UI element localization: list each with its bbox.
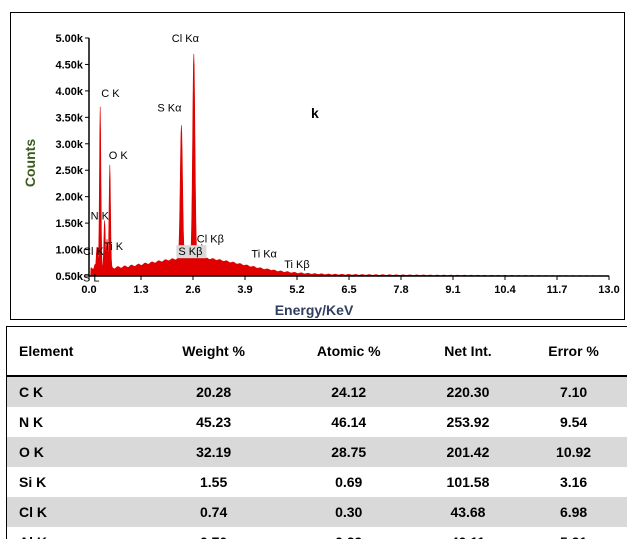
- table-header-row: Element Weight % Atomic % Net Int. Error…: [7, 327, 627, 377]
- cell-atomic: 0.69: [335, 474, 363, 490]
- table-row: Al K 0.70 0.29 40.11 5.21: [7, 527, 627, 539]
- cell-error: 9.54: [559, 414, 588, 430]
- table-row: C K 20.28 24.12 220.30 7.10: [7, 376, 627, 407]
- y-tick-label: 4.50k: [55, 59, 83, 71]
- x-tick-label: 1.3: [133, 284, 148, 296]
- cell-element: Si K: [19, 474, 47, 490]
- y-tick-label: 3.00k: [55, 139, 83, 151]
- header-element: Element: [7, 327, 147, 377]
- header-atomic: Atomic %: [280, 327, 417, 377]
- peak-label: Cl K: [83, 246, 104, 258]
- y-axis-label: Counts: [22, 139, 38, 187]
- x-tick-label: 7.8: [393, 284, 408, 296]
- x-tick-label: 6.5: [341, 284, 356, 296]
- cell-weight: 45.23: [196, 414, 232, 430]
- spectrum-svg: Counts Energy/KeV k 0.50k 1.00k 1.50k 2.00k…: [22, 33, 620, 318]
- peak-label: Cl Kβ: [197, 233, 224, 245]
- peak-label: C K: [101, 88, 120, 100]
- x-tick-label: 2.6: [185, 284, 200, 296]
- table-row: O K 32.19 28.75 201.42 10.92: [7, 437, 627, 467]
- peak-label: Ti Kα: [251, 249, 277, 261]
- x-axis-label: Energy/KeV: [275, 302, 354, 318]
- table-row: Si K 1.55 0.69 101.58 3.16: [7, 467, 627, 497]
- y-tick-label: 4.00k: [55, 86, 83, 98]
- panel-label: k: [311, 105, 319, 121]
- table-row: N K 45.23 46.14 253.92 9.54: [7, 407, 627, 437]
- x-tick-label: 13.0: [598, 284, 619, 296]
- peak-label: S Kα: [157, 102, 182, 114]
- cell-weight: 0.70: [147, 527, 281, 539]
- cell-atomic: 0.30: [280, 497, 417, 527]
- cell-error: 6.98: [519, 497, 627, 527]
- cell-error: 3.16: [559, 474, 588, 490]
- element-composition-table-container: Element Weight % Atomic % Net Int. Error…: [6, 326, 627, 539]
- cell-element: O K: [7, 437, 147, 467]
- cell-error: 10.92: [519, 437, 627, 467]
- y-tick-label: 1.00k: [55, 245, 83, 257]
- peak-label: N K: [91, 210, 110, 222]
- x-tick-label: 0.0: [81, 284, 96, 296]
- cell-net-int: 40.11: [417, 527, 519, 539]
- y-tick-label: 5.00k: [55, 33, 83, 45]
- x-tick-label: 3.9: [237, 284, 252, 296]
- eds-spectrum-chart: Counts Energy/KeV k 0.50k 1.00k 1.50k 2.00k…: [10, 12, 625, 320]
- cell-weight: 1.55: [200, 474, 228, 490]
- cell-element: Cl K: [7, 497, 147, 527]
- x-tick-label: 9.1: [445, 284, 460, 296]
- x-tick-label: 5.2: [289, 284, 304, 296]
- cell-atomic: 46.14: [331, 414, 367, 430]
- peak-label: S Kβ: [178, 246, 202, 258]
- cell-weight: 32.19: [146, 437, 281, 467]
- peak-label: O K: [109, 150, 129, 162]
- peak-label-bg: [176, 245, 207, 259]
- element-composition-table: Element Weight % Atomic % Net Int. Error…: [7, 327, 627, 539]
- x-tick-label: 10.4: [494, 284, 516, 296]
- cell-net-int: 253.92: [446, 414, 490, 430]
- cell-net-int: 101.58: [446, 474, 490, 490]
- header-weight: Weight %: [146, 327, 281, 377]
- cell-element: C K: [7, 376, 147, 407]
- header-error: Error %: [519, 327, 627, 377]
- y-tick-label: 2.00k: [55, 192, 83, 204]
- cell-weight: 0.74: [146, 497, 281, 527]
- cell-atomic: 0.29: [281, 527, 417, 539]
- spectrum-trace: [89, 53, 610, 277]
- cell-element: Al K: [7, 527, 147, 539]
- peak-label: S L: [83, 272, 100, 284]
- table-row: Cl K 0.74 0.30 43.68 6.98: [7, 497, 627, 527]
- cell-element: N K: [19, 414, 44, 430]
- y-tick-label: 3.50k: [55, 112, 83, 124]
- y-tick-label: 2.50k: [55, 165, 83, 177]
- cell-net-int: 220.30: [416, 376, 520, 407]
- cell-net-int: 201.42: [416, 437, 520, 467]
- cell-atomic: 24.12: [280, 376, 417, 407]
- peak-label: Cl Kα: [172, 33, 200, 45]
- peak-label: Ti K: [104, 241, 124, 253]
- cell-error: 5.21: [519, 527, 627, 539]
- x-tick-label: 11.7: [547, 284, 568, 296]
- header-net-int: Net Int.: [416, 327, 520, 377]
- cell-net-int: 43.68: [416, 497, 520, 527]
- y-tick-label: 0.50k: [55, 271, 83, 283]
- peak-label: Ti Kβ: [284, 259, 309, 271]
- cell-atomic: 28.75: [280, 437, 417, 467]
- cell-error: 7.10: [519, 376, 627, 407]
- cell-weight: 20.28: [146, 376, 281, 407]
- y-tick-label: 1.50k: [55, 218, 83, 230]
